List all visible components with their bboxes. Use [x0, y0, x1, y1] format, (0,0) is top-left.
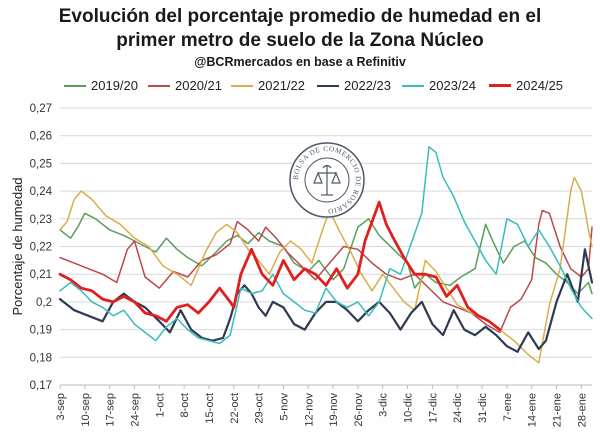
- y-tick-label: 0,23: [30, 214, 52, 226]
- x-tick-label: 3-dic: [378, 393, 390, 417]
- x-tick-label: 31-dic: [477, 393, 489, 423]
- y-tick-label: 0,19: [30, 325, 52, 337]
- x-tick-label: 14-ene: [527, 393, 539, 427]
- legend-label: 2020/21: [175, 78, 222, 93]
- legend-item-2022-23: 2022/23: [317, 78, 391, 93]
- legend-label: 2024/25: [516, 78, 563, 93]
- legend-label: 2023/24: [429, 78, 476, 93]
- x-tick-label: 28-ene: [576, 393, 588, 427]
- legend-swatch: [148, 84, 170, 87]
- x-tick-label: 15-oct: [204, 393, 216, 424]
- legend-item-2020-21: 2020/21: [148, 78, 222, 93]
- y-tick-label: 0,27: [30, 103, 52, 115]
- legend-swatch: [489, 84, 511, 87]
- x-tick-label: 17-dic: [427, 393, 439, 423]
- legend-label: 2019/20: [91, 78, 138, 93]
- legend-item-2023-24: 2023/24: [402, 78, 476, 93]
- legend-swatch: [64, 84, 86, 87]
- x-tick-label: 8-oct: [179, 393, 191, 417]
- x-tick-label: 29-oct: [254, 393, 266, 424]
- y-tick-label: 0,22: [30, 242, 52, 254]
- legend-item-2021-22: 2021/22: [231, 78, 305, 93]
- x-tick-label: 10-sep: [80, 393, 92, 427]
- x-tick-label: 5-nov: [278, 393, 290, 421]
- x-tick-label: 17-sep: [105, 393, 117, 427]
- series-line-2019-20: [59, 212, 593, 295]
- chart-title-line2: primer metro de suelo de la Zona Núcleo: [116, 30, 484, 51]
- y-tick-label: 0,18: [30, 352, 52, 364]
- chart-legend: 2019/20 2020/21 2021/22 2022/23 2023/24 2024/…: [0, 78, 600, 98]
- x-tick-label: 24-dic: [452, 393, 464, 423]
- x-tick-label: 10-dic: [403, 393, 415, 423]
- x-tick-label: 21-ene: [552, 393, 564, 427]
- series-line-2023-24: [59, 146, 593, 345]
- series-line-2022-23: [58, 248, 594, 353]
- legend-swatch: [402, 84, 424, 87]
- legend-swatch: [231, 84, 253, 87]
- y-tick-label: 0,24: [30, 186, 53, 198]
- x-tick-label: 19-nov: [328, 393, 340, 427]
- x-tick-label: 7-ene: [502, 393, 514, 421]
- x-tick-label: 24-sep: [129, 393, 141, 427]
- x-tick-label: 22-oct: [229, 393, 241, 424]
- y-axis-label: Porcentaje de humedad: [10, 177, 25, 315]
- series-line-2024-25: [58, 200, 502, 332]
- x-tick-label: 3-sep: [55, 393, 67, 421]
- legend-label: 2022/23: [344, 78, 391, 93]
- x-tick-label: 12-nov: [303, 393, 315, 427]
- y-tick-label: 0,25: [30, 158, 52, 170]
- series-line-2021-22: [59, 176, 593, 364]
- x-tick-label: 1-oct: [154, 393, 166, 417]
- y-tick-label: 0,21: [30, 269, 52, 281]
- y-tick-label: 0,17: [30, 380, 52, 392]
- legend-label: 2021/22: [258, 78, 305, 93]
- x-tick-label: 26-nov: [353, 393, 365, 427]
- legend-item-2024-25: 2024/25: [489, 78, 563, 93]
- legend-swatch: [317, 84, 339, 87]
- chart-title-line1: Evolución del porcentaje promedio de hum…: [58, 6, 542, 27]
- chart-source-line: @BCRmercados en base a Refinitiv: [194, 55, 406, 69]
- legend-item-2019-20: 2019/20: [64, 78, 138, 93]
- series-line-2020-21: [59, 209, 593, 334]
- y-tick-label: 0,2: [36, 297, 52, 309]
- y-tick-label: 0,26: [30, 131, 52, 143]
- bolsa-de-comercio-seal-logo: BOLSA DE COMERCIO DE ROSARIO: [289, 142, 365, 218]
